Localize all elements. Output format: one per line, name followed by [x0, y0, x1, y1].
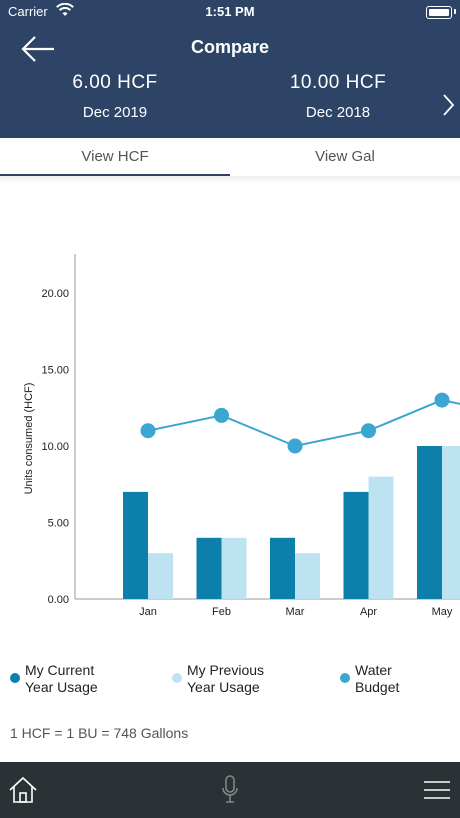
x-tick-label: Apr — [360, 606, 377, 618]
water-budget-point — [140, 423, 156, 439]
y-tick-label: 0.00 — [48, 594, 69, 606]
bar-current-year — [123, 491, 148, 599]
back-button[interactable] — [18, 34, 62, 64]
next-period-button[interactable] — [440, 92, 456, 118]
carrier-label: Carrier — [8, 4, 48, 19]
legend-previous-year-line2: Year Usage — [187, 679, 260, 695]
y-tick-label: 5.00 — [48, 518, 69, 530]
water-budget-point — [287, 438, 303, 454]
unit-conversion-note: 1 HCF = 1 BU = 748 Gallons — [10, 725, 189, 741]
tab-view-hcf[interactable]: View HCF — [81, 148, 149, 165]
current-period: 6.00 HCF Dec 2019 — [35, 72, 195, 121]
wifi-icon — [56, 3, 74, 16]
menu-button[interactable] — [424, 780, 450, 805]
tabs-shadow — [0, 176, 460, 184]
bar-previous-year — [148, 553, 173, 599]
home-button[interactable] — [8, 776, 38, 809]
water-budget-point — [214, 407, 229, 423]
water-budget-line — [147, 399, 460, 448]
legend-water-budget-line1: Water — [355, 662, 392, 678]
microphone-icon — [222, 775, 238, 803]
active-tab-indicator — [0, 174, 230, 176]
bar-current-year — [270, 537, 295, 599]
arrow-left-icon — [21, 36, 54, 62]
y-tick-label: 15.00 — [41, 365, 69, 377]
battery-icon — [426, 6, 452, 19]
water-budget-point — [434, 392, 450, 408]
bar-current-year — [343, 491, 369, 599]
y-tick-label: 10.00 — [41, 441, 69, 453]
hamburger-menu-icon — [424, 781, 450, 799]
legend-water-budget-line2: Budget — [355, 679, 400, 695]
unit-tabs: View HCF View Gal — [0, 138, 460, 176]
legend-previous-year-marker — [172, 673, 182, 683]
bar-previous-year — [295, 553, 320, 599]
page-title: Compare — [190, 37, 270, 57]
current-period-date: Dec 2019 — [82, 104, 148, 121]
bar-previous-year — [221, 537, 247, 599]
previous-period-date: Dec 2018 — [305, 104, 371, 121]
home-icon — [9, 776, 37, 803]
battery-tip — [454, 9, 456, 14]
legend-current-year-marker — [10, 673, 20, 683]
usage-comparison-chart: 0.00 5.00 10.00 15.00 20.00 Units consumed (H… — [23, 254, 460, 618]
x-tick-label: May — [432, 606, 453, 618]
x-tick-label: Mar — [286, 606, 305, 618]
bar-current-year — [196, 537, 222, 599]
legend-current-year: My Current Year Usage — [10, 662, 135, 696]
legend-current-year-line2: Year Usage — [25, 679, 98, 695]
y-axis-label: Units consumed (HCF) — [23, 383, 35, 495]
status-bar: Carrier 1:51 PM — [0, 0, 460, 24]
clock: 1:51 PM — [205, 4, 255, 19]
previous-usage-value: 10.00 HCF — [289, 72, 387, 93]
y-tick-label: 20.00 — [41, 288, 69, 300]
x-tick-label: Jan — [139, 606, 157, 618]
legend-water-budget-marker — [340, 673, 350, 683]
bar-current-year — [417, 446, 442, 599]
legend-current-year-line1: My Current — [25, 662, 95, 678]
legend-water-budget: Water Budget — [340, 662, 460, 696]
legend-previous-year-line1: My Previous — [187, 662, 265, 678]
water-budget-point — [361, 423, 376, 439]
bar-previous-year — [368, 476, 394, 599]
bottom-toolbar — [0, 762, 460, 818]
x-tick-label: Feb — [212, 606, 231, 618]
bar-previous-year — [442, 446, 460, 599]
previous-period: 10.00 HCF Dec 2018 — [258, 72, 418, 121]
current-usage-value: 6.00 HCF — [72, 72, 158, 93]
legend-previous-year: My Previous Year Usage — [172, 662, 297, 696]
compare-header: Compare 6.00 HCF Dec 2019 10.00 HCF Dec … — [0, 24, 460, 138]
microphone-button[interactable] — [220, 774, 240, 811]
tab-view-gal[interactable]: View Gal — [315, 148, 375, 165]
chevron-right-icon — [443, 94, 455, 116]
